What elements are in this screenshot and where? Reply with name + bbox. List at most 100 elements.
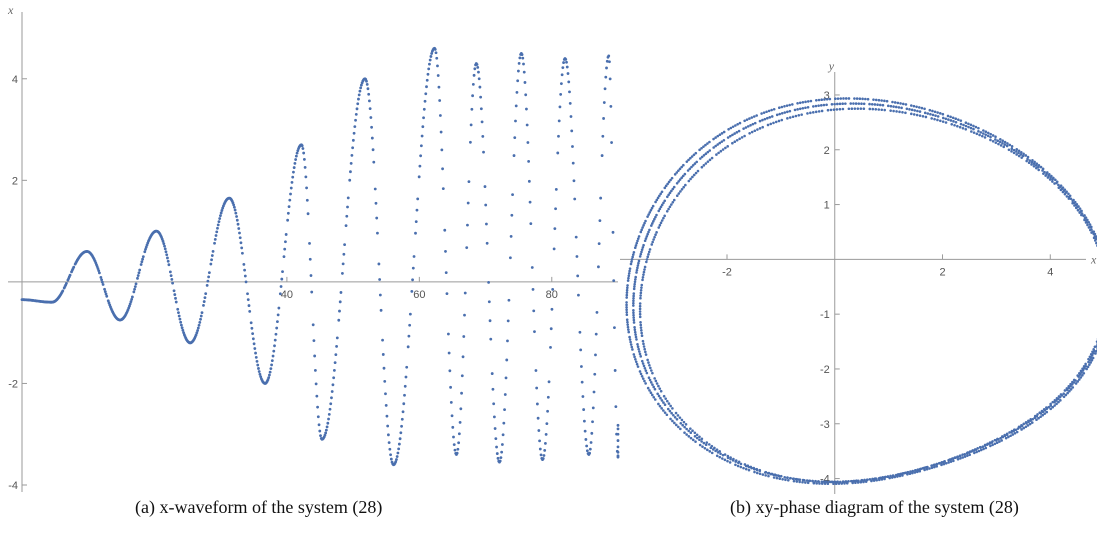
phase-point xyxy=(1042,172,1045,175)
waveform-point xyxy=(529,222,533,226)
phase-point xyxy=(685,433,688,436)
phase-point xyxy=(708,149,712,152)
phase-point xyxy=(627,272,631,275)
waveform-point xyxy=(579,348,583,352)
phase-point xyxy=(936,118,939,122)
phase-point xyxy=(1024,154,1028,157)
phase-point xyxy=(1051,180,1054,183)
phase-point xyxy=(880,108,884,112)
phase-point xyxy=(943,460,946,463)
waveform-point xyxy=(495,445,498,449)
waveform-point xyxy=(597,265,600,269)
waveform-point xyxy=(416,197,420,201)
phase-point xyxy=(630,345,634,349)
phase-point xyxy=(666,195,669,199)
phase-point xyxy=(904,111,907,115)
waveform-point xyxy=(565,60,568,64)
phase-point xyxy=(1094,235,1097,238)
phase-point xyxy=(996,437,999,441)
waveform-point xyxy=(217,220,221,224)
phase-point xyxy=(1012,151,1016,155)
waveform-point xyxy=(481,135,485,138)
phase-point xyxy=(959,119,963,122)
waveform-point xyxy=(286,218,290,222)
phase-point xyxy=(650,206,654,210)
phase-point xyxy=(1010,429,1014,433)
waveform-point xyxy=(592,390,596,394)
waveform-point xyxy=(503,393,507,396)
phase-point xyxy=(733,140,737,144)
phase-point xyxy=(640,359,644,363)
waveform-point xyxy=(522,62,525,66)
phase-point xyxy=(639,291,643,295)
waveform-point xyxy=(349,170,352,174)
phase-point xyxy=(1038,411,1042,415)
waveform-point xyxy=(607,54,611,58)
waveform-point xyxy=(346,205,349,209)
phase-point xyxy=(625,301,628,304)
phase-point xyxy=(969,123,973,127)
phase-point xyxy=(839,97,843,100)
waveform-point xyxy=(268,370,272,374)
phase-point xyxy=(1024,425,1028,429)
waveform-point xyxy=(207,271,211,275)
phase-point xyxy=(972,131,976,134)
phase-point xyxy=(632,287,636,291)
phase-point xyxy=(1048,178,1052,181)
phase-point xyxy=(753,129,757,133)
waveform-point xyxy=(375,216,379,220)
phase-point xyxy=(1027,419,1030,423)
phase-point xyxy=(815,482,818,485)
phase-point xyxy=(659,389,663,393)
phase-point xyxy=(911,469,915,473)
phase-point xyxy=(792,477,795,480)
waveform-point xyxy=(273,338,277,342)
phase-point xyxy=(972,124,975,128)
waveform-point xyxy=(536,416,540,420)
phase-point xyxy=(964,128,968,131)
phase-point xyxy=(986,131,990,135)
phase-point xyxy=(888,476,891,480)
phase-point xyxy=(639,294,642,297)
phase-point xyxy=(745,118,749,121)
phase-point xyxy=(1061,190,1065,194)
waveform-point xyxy=(430,52,434,55)
phase-point xyxy=(910,112,913,116)
waveform-point xyxy=(295,151,299,155)
phase-point xyxy=(975,132,979,136)
phase-point xyxy=(721,453,725,457)
waveform-point xyxy=(544,441,547,445)
phase-point xyxy=(679,427,682,431)
phase-point xyxy=(753,121,757,125)
waveform-point xyxy=(328,407,332,411)
phase-point xyxy=(654,215,657,219)
phase-point xyxy=(633,330,637,334)
phase-point xyxy=(1041,413,1044,417)
phase-point xyxy=(941,120,945,123)
phase-point xyxy=(935,465,939,468)
phase-point xyxy=(966,451,969,454)
phase-point xyxy=(658,404,662,408)
phase-point xyxy=(626,284,629,287)
waveform-point xyxy=(206,279,210,283)
phase-point xyxy=(636,266,639,270)
waveform-point xyxy=(401,410,405,414)
waveform-point xyxy=(242,263,246,266)
phase-point xyxy=(954,117,958,121)
phase-point xyxy=(663,214,666,218)
phase-point xyxy=(646,255,650,259)
phase-point xyxy=(974,125,978,129)
waveform-point xyxy=(490,372,494,375)
phase-point xyxy=(781,477,784,481)
phase-point xyxy=(1049,407,1053,411)
phase-point xyxy=(1090,358,1094,362)
waveform-point xyxy=(272,349,276,353)
phase-point xyxy=(767,109,771,113)
waveform-point xyxy=(381,353,385,356)
phase-point xyxy=(835,480,839,484)
phase-point xyxy=(677,180,680,183)
phase-point xyxy=(833,102,836,106)
phase-point xyxy=(986,134,990,138)
waveform-point xyxy=(448,369,452,373)
